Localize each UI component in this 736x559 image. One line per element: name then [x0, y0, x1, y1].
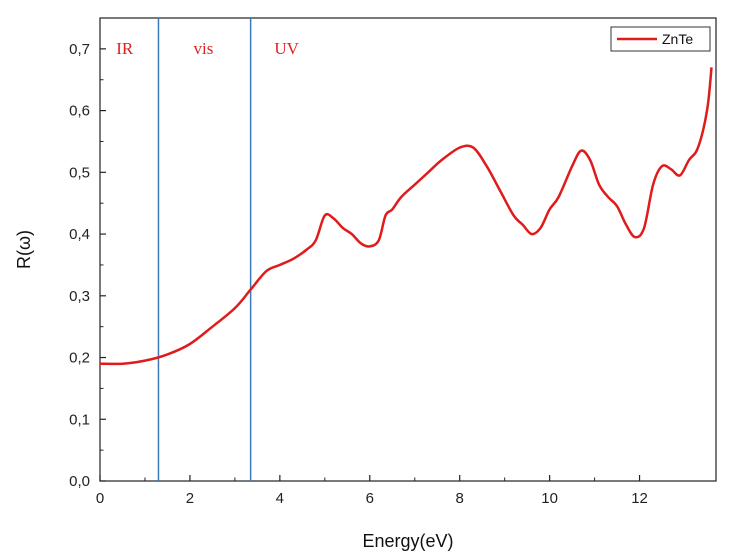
y-tick-label: 0,4 [69, 226, 90, 243]
x-tick-label: 10 [541, 490, 558, 507]
region-labels: IR vis UV [116, 39, 299, 58]
y-axis: 0,0 0,1 0,2 0,3 0,4 0,5 0,6 0,7 [69, 41, 106, 490]
y-tick-label: 0,5 [69, 164, 90, 181]
region-label: UV [274, 39, 299, 58]
series-line-znte [99, 67, 713, 366]
x-tick-label: 6 [366, 490, 374, 507]
legend-label: ZnTe [662, 31, 693, 47]
x-axis-title: Energy(eV) [362, 531, 453, 551]
y-tick-label: 0,3 [69, 288, 90, 305]
legend: ZnTe [610, 26, 711, 52]
x-axis: 0 2 4 6 8 10 12 [96, 475, 648, 507]
series-layer [99, 67, 713, 366]
region-label: vis [193, 39, 213, 58]
y-tick-label: 0,7 [69, 41, 90, 58]
y-tick-label: 0,2 [69, 350, 90, 367]
x-tick-label: 2 [186, 490, 194, 507]
y-tick-label: 0,6 [69, 103, 90, 120]
plot-border [99, 17, 717, 482]
x-tick-label: 8 [456, 490, 464, 507]
x-tick-label: 4 [276, 490, 284, 507]
y-tick-label: 0,0 [69, 473, 90, 490]
x-tick-label: 12 [631, 490, 648, 507]
region-label: IR [116, 39, 134, 58]
plot-frame [99, 17, 717, 482]
y-tick-label: 0,1 [69, 411, 90, 428]
x-tick-label: 0 [96, 490, 104, 507]
y-axis-title: R(ω) [14, 230, 34, 269]
region-dividers [157, 18, 252, 481]
